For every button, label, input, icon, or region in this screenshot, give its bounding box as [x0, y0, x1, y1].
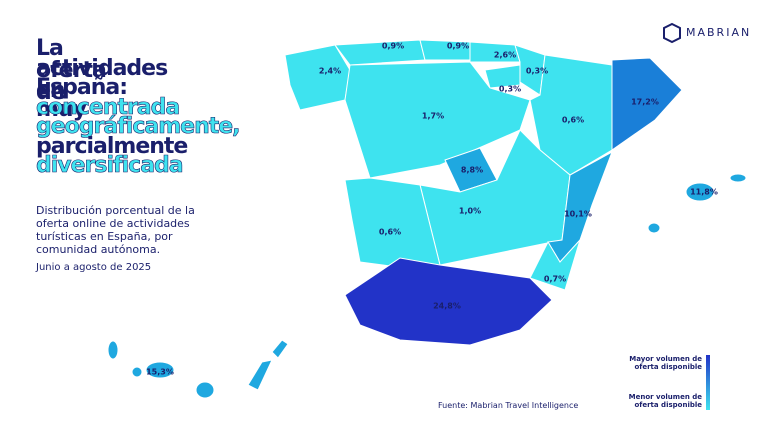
region-label: 0,9% — [447, 42, 469, 51]
menorca — [729, 173, 747, 183]
tenerife — [145, 361, 175, 379]
region-label: 11,8% — [690, 188, 718, 197]
title-line: diversificada — [36, 153, 184, 178]
region-label: 0,3% — [499, 85, 521, 94]
fuerteventura — [247, 359, 273, 391]
subtitle: Distribución porcentual de la oferta onl… — [36, 204, 195, 256]
legend-gradient — [706, 355, 710, 410]
logo: MABRIAN — [686, 26, 752, 39]
region-label: 0,6% — [562, 116, 584, 125]
cataluna — [611, 57, 683, 151]
legend-low: Menor volumen de oferta disponible — [628, 393, 702, 409]
asturias — [334, 39, 426, 66]
la-rioja — [484, 64, 521, 89]
region-label: 17,2% — [631, 98, 659, 107]
title-line: concentrada — [36, 94, 181, 120]
region-label: 0,3% — [526, 67, 548, 76]
gomera — [131, 366, 143, 378]
region-label: 8,8% — [461, 166, 483, 175]
galicia — [284, 44, 351, 111]
region-label: 0,7% — [544, 275, 566, 284]
andalucia — [344, 257, 553, 346]
mallorca — [685, 182, 715, 202]
period: Junio a agosto de 2025 — [36, 262, 152, 273]
regions — [107, 39, 747, 399]
murcia — [529, 239, 581, 291]
title-line: España: muy — [36, 75, 128, 122]
region-label: 1,7% — [422, 112, 444, 121]
navarra — [514, 44, 546, 96]
source: Fuente: Mabrian Travel Intelligence — [438, 401, 579, 410]
region-label: 15,3% — [146, 368, 174, 377]
region-label: 0,9% — [382, 42, 404, 51]
castilla-mancha — [419, 129, 571, 266]
title-line: actividades en — [36, 55, 168, 103]
region-label: 1,0% — [459, 207, 481, 216]
title-line: La oferta de — [36, 36, 107, 105]
region-label: 2,4% — [319, 67, 341, 76]
region-label: 0,6% — [379, 228, 401, 237]
region-label: 2,6% — [494, 51, 516, 60]
region-label: 24,8% — [433, 302, 461, 311]
lanzarote — [271, 339, 289, 359]
title-line: geográficamente, — [36, 114, 241, 139]
title-line: parcialmente — [36, 133, 188, 159]
logo-icon — [663, 22, 681, 44]
gran-canaria — [195, 381, 215, 399]
region-label: 10,1% — [564, 210, 592, 219]
region-labels: 2,4% 0,9% 0,9% 2,6% 0,3% 0,3% 17,2% 1,7% 0,6% 8,8… — [146, 42, 718, 377]
la-palma — [107, 340, 119, 360]
ibiza — [647, 222, 661, 234]
legend-high: Mayor volumen de oferta disponible — [629, 355, 702, 371]
